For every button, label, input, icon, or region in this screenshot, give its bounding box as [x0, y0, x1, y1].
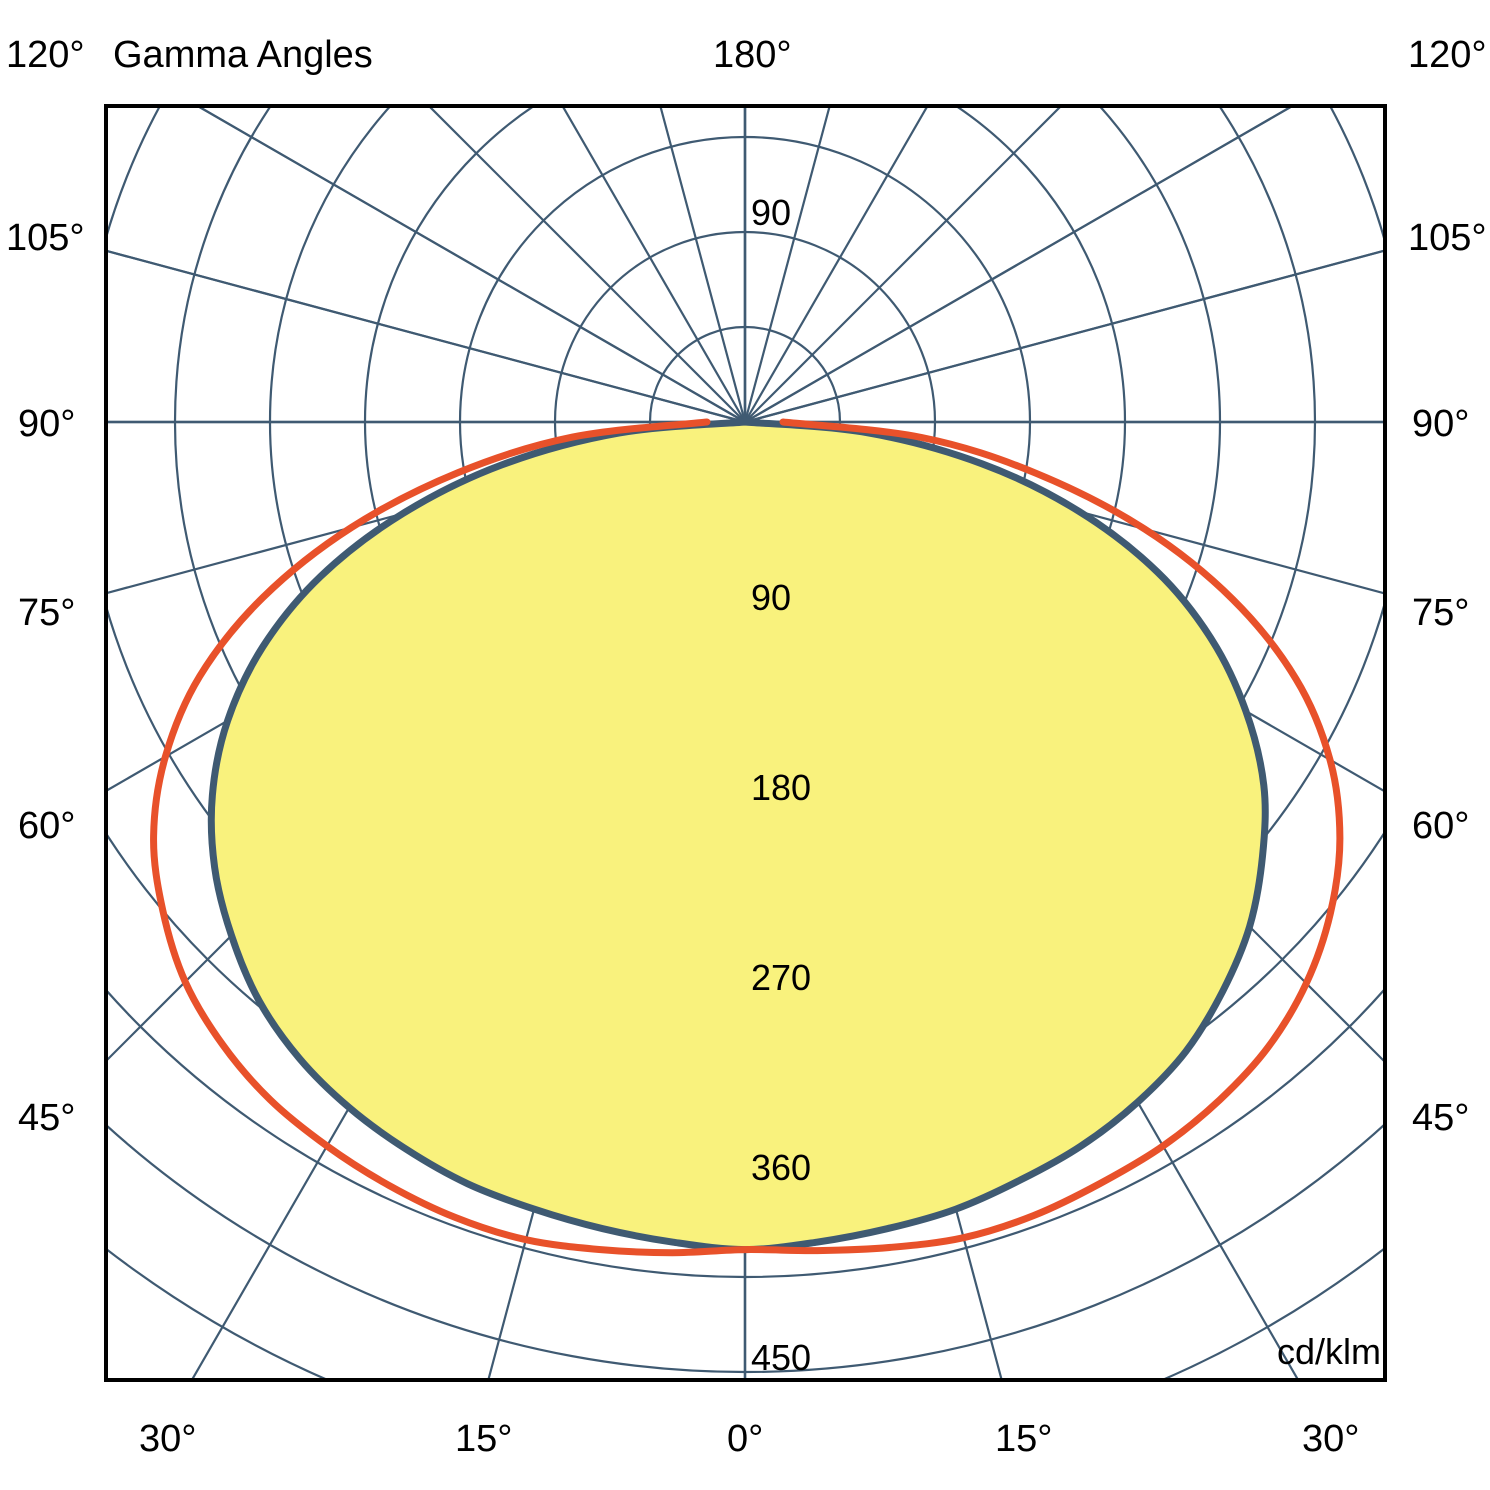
grid-spoke	[744, 106, 1295, 423]
right-tick-label: 45°	[1412, 1097, 1470, 1139]
left-tick-label: 105°	[6, 217, 85, 259]
grid-spoke	[743, 106, 831, 423]
radial-tick-label: 270	[751, 957, 812, 998]
grid-spoke	[195, 106, 746, 423]
grid-spoke	[744, 106, 929, 423]
bottom-tick-label: 30°	[139, 1418, 197, 1460]
radial-tick-label: 180	[751, 767, 812, 808]
left-tick-label: 60°	[18, 805, 76, 847]
left-tick-label: 45°	[18, 1097, 76, 1139]
radial-tick-label: 90	[751, 577, 792, 618]
bottom-tick-label: 15°	[995, 1418, 1053, 1460]
right-tick-label: 105°	[1408, 217, 1487, 259]
bottom-tick-label: 15°	[455, 1418, 513, 1460]
right-tick-label: 120°	[1408, 34, 1487, 76]
right-tick-label: 75°	[1412, 592, 1470, 634]
right-tick-label: 90°	[1412, 403, 1470, 445]
unit-label: cd/klm	[1277, 1331, 1382, 1372]
grid-spoke	[744, 106, 1063, 423]
left-tick-label: 75°	[18, 592, 76, 634]
bottom-tick-label: 30°	[1302, 1418, 1360, 1460]
left-tick-label: 120°	[6, 34, 85, 76]
right-tick-label: 60°	[1412, 805, 1470, 847]
page-title: Gamma Angles	[113, 34, 373, 76]
grid-spoke	[659, 106, 747, 423]
gamma-label-top: 180°	[713, 34, 792, 76]
curve-fill-area	[211, 422, 1266, 1250]
bottom-tick-label: 0°	[727, 1418, 764, 1460]
grid-spoke	[106, 249, 746, 424]
radial-tick-label: 450	[751, 1337, 812, 1378]
radial-tick-label: 360	[751, 1147, 812, 1188]
radial-tick-label: 90	[751, 192, 792, 233]
grid-spoke	[427, 106, 746, 423]
grid-spoke	[561, 106, 746, 423]
curve-c90-c270	[150, 418, 1344, 1257]
plot-frame	[104, 104, 1387, 1382]
grid-spoke	[744, 249, 1385, 424]
distribution-curves	[150, 418, 1344, 1257]
left-tick-label: 90°	[18, 403, 76, 445]
